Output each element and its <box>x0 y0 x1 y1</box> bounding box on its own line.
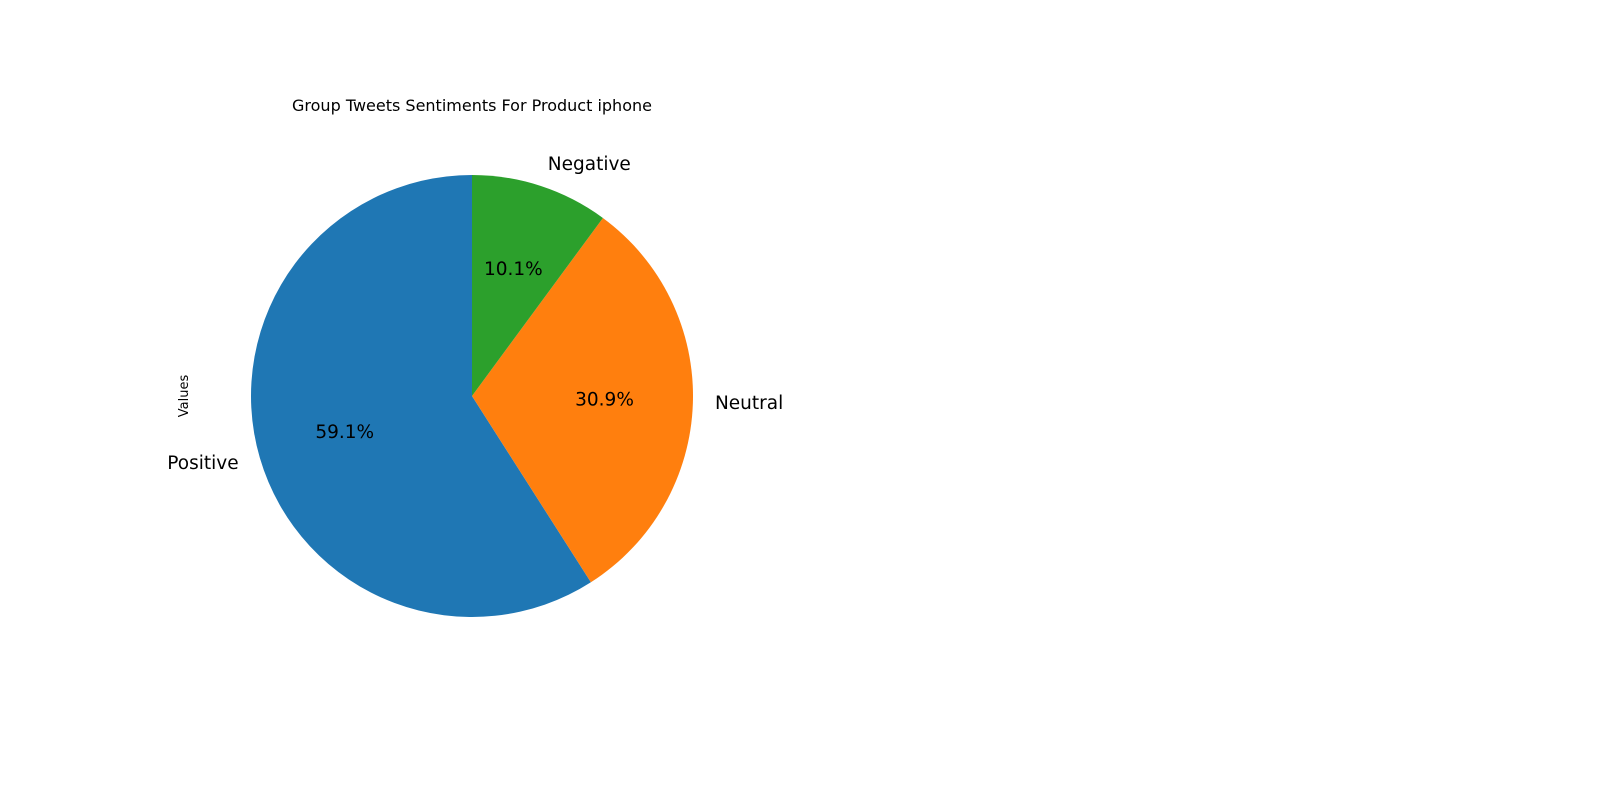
chart-title: Group Tweets Sentiments For Product ipho… <box>292 96 652 115</box>
y-axis-label: Values <box>177 375 192 418</box>
slice-label-positive: Positive <box>167 453 238 474</box>
pie-slice-positive <box>250 175 591 618</box>
slice-percent-positive: 59.1% <box>315 422 374 443</box>
slice-label-neutral: Neutral <box>715 393 783 414</box>
pie-slices <box>250 175 693 618</box>
slice-percent-neutral: 30.9% <box>575 389 634 410</box>
pie-slice-neutral <box>472 217 693 583</box>
pie-slice-negative <box>472 175 603 396</box>
slice-percent-negative: 10.1% <box>484 259 543 280</box>
slice-label-negative: Negative <box>548 154 631 175</box>
pie-labels: Positive 59.1% Neutral 30.9% Negative 10.1% <box>167 154 783 474</box>
